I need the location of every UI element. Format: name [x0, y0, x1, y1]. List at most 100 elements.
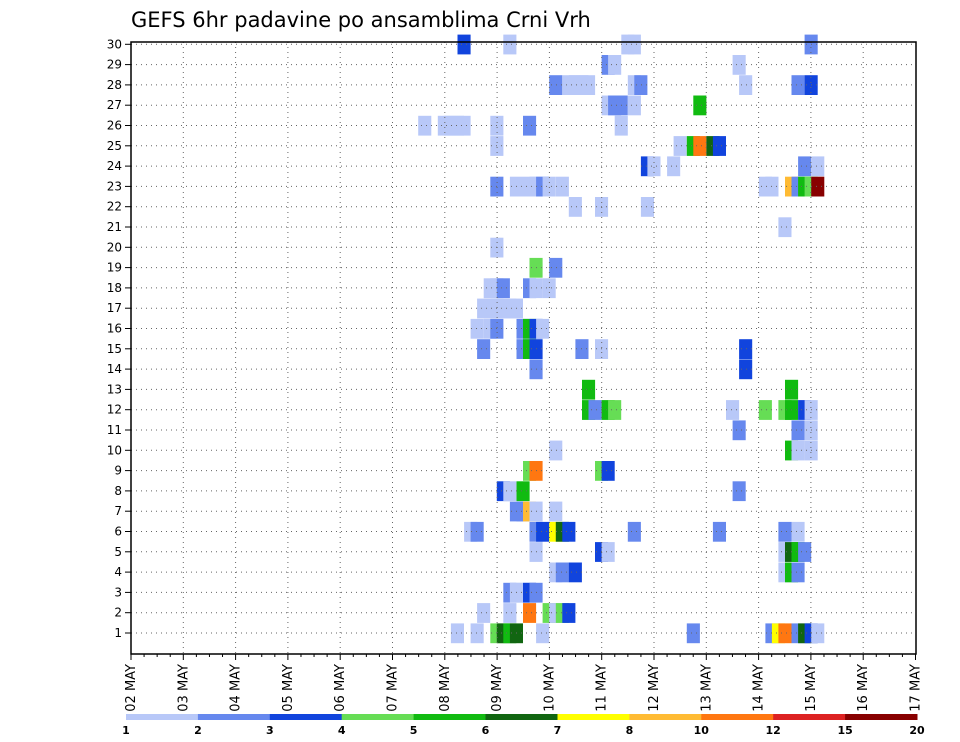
heatmap-cell — [477, 339, 491, 359]
heatmap-cell — [536, 521, 550, 542]
y-tick-label: 17 — [107, 301, 122, 315]
heatmap-cell — [523, 115, 537, 136]
heatmap-cell — [470, 318, 484, 339]
heatmap-cell — [739, 339, 753, 359]
y-tick-label: 11 — [107, 423, 122, 437]
heatmap-cell — [470, 623, 484, 644]
heatmap-cell — [503, 481, 517, 502]
y-tick-label: 20 — [107, 240, 122, 254]
x-tick-label: 17 MAY — [909, 664, 924, 712]
heatmap-cell — [536, 318, 550, 339]
colorbar-label: 20 — [909, 724, 925, 737]
y-tick-label: 21 — [107, 220, 122, 234]
heatmap-cell — [791, 75, 805, 95]
y-tick-label: 7 — [114, 504, 122, 518]
heatmap-cell — [555, 562, 569, 583]
y-tick-label: 27 — [107, 98, 122, 112]
heatmap-cell — [601, 542, 615, 562]
heatmap-cell — [634, 75, 648, 95]
heatmap-cell — [726, 400, 740, 420]
heatmap-cell — [693, 136, 707, 156]
y-tick-label: 2 — [114, 606, 122, 620]
heatmap-cell — [791, 440, 805, 461]
y-tick-label: 28 — [107, 78, 122, 92]
heatmap-cell — [542, 176, 556, 197]
x-tick-label: 02 MAY — [124, 664, 139, 712]
heatmap-cell — [608, 400, 622, 420]
heatmap-cell — [693, 95, 707, 116]
x-tick-label: 11 MAY — [595, 664, 610, 712]
y-tick-label: 23 — [107, 179, 122, 193]
y-tick-label: 16 — [107, 322, 122, 336]
y-tick-label: 6 — [114, 525, 122, 539]
x-tick-label: 03 MAY — [176, 664, 191, 712]
heatmap-cell — [588, 400, 602, 420]
colorbar-swatch — [197, 714, 271, 720]
heatmap-cell — [739, 75, 753, 95]
heatmap-cell — [549, 501, 563, 522]
colorbar-swatch — [557, 714, 630, 720]
x-tick-label: 06 MAY — [333, 664, 348, 712]
heatmap-cell — [758, 400, 772, 420]
heatmap-cell — [673, 136, 687, 156]
heatmap-cell — [791, 562, 805, 583]
y-tick-label: 15 — [107, 342, 122, 356]
heatmap-cell — [477, 603, 491, 623]
colorbar-label: 6 — [482, 724, 490, 737]
heatmap-cell — [667, 156, 681, 177]
heatmap-cell — [608, 55, 622, 75]
heatmap-cell — [496, 278, 510, 299]
colorbar-label: 15 — [837, 724, 852, 737]
y-tick-label: 18 — [107, 281, 122, 295]
y-tick-label: 24 — [107, 159, 122, 173]
heatmap-cell — [470, 521, 484, 542]
y-tick-label: 13 — [107, 382, 122, 396]
x-tick-label: 10 MAY — [542, 664, 557, 712]
heatmap-cell — [712, 136, 726, 156]
heatmap-cell — [732, 420, 746, 441]
heatmap-cell — [450, 623, 464, 644]
heatmap-cell — [555, 176, 569, 197]
heatmap-cell — [562, 603, 576, 623]
heatmap-cell — [778, 623, 792, 644]
heatmap-cell — [568, 197, 582, 217]
heatmap-cell — [712, 521, 726, 542]
colorbar-swatch — [269, 714, 343, 720]
colorbar-swatch — [629, 714, 702, 720]
y-tick-label: 14 — [107, 362, 122, 376]
heatmap-cell — [791, 420, 805, 441]
colorbar-swatch — [845, 714, 918, 720]
heatmap-cell — [732, 481, 746, 502]
y-tick-label: 29 — [107, 58, 122, 72]
colorbar-label: 12 — [766, 724, 781, 737]
colorbar: 1 2 3 4 5 6 7 8 10 12 15 20 — [122, 714, 925, 737]
colorbar-swatch — [126, 714, 199, 720]
x-tick-label: 12 MAY — [647, 664, 662, 712]
heatmap-cell — [582, 379, 596, 400]
x-tick-label: 07 MAY — [386, 664, 401, 712]
heatmap-cell — [739, 359, 753, 380]
heatmap-cell — [732, 55, 746, 75]
colorbar-label: 5 — [410, 724, 418, 737]
colorbar-label: 10 — [694, 724, 710, 737]
colorbar-swatch — [773, 714, 846, 720]
x-tick-label: 15 MAY — [804, 664, 819, 712]
heatmap-cell — [536, 623, 550, 644]
y-tick-label: 10 — [107, 443, 122, 457]
colorbar-label: 1 — [122, 724, 130, 737]
heatmap-cell — [811, 623, 825, 644]
heatmap-cell — [562, 521, 576, 542]
heatmap-cell — [640, 197, 654, 217]
heatmap-cell — [798, 156, 812, 177]
heatmap-cell — [627, 34, 641, 55]
x-tick-label: 14 MAY — [752, 664, 767, 712]
y-tick-label: 30 — [107, 37, 122, 51]
heatmap-cell — [582, 75, 596, 95]
heatmap-cell — [778, 217, 792, 238]
heatmap-cell — [418, 115, 432, 136]
heatmap-cell — [647, 156, 661, 177]
colorbar-label: 4 — [338, 724, 346, 737]
heatmap-cell — [791, 521, 805, 542]
colorbar-swatch — [413, 714, 486, 720]
